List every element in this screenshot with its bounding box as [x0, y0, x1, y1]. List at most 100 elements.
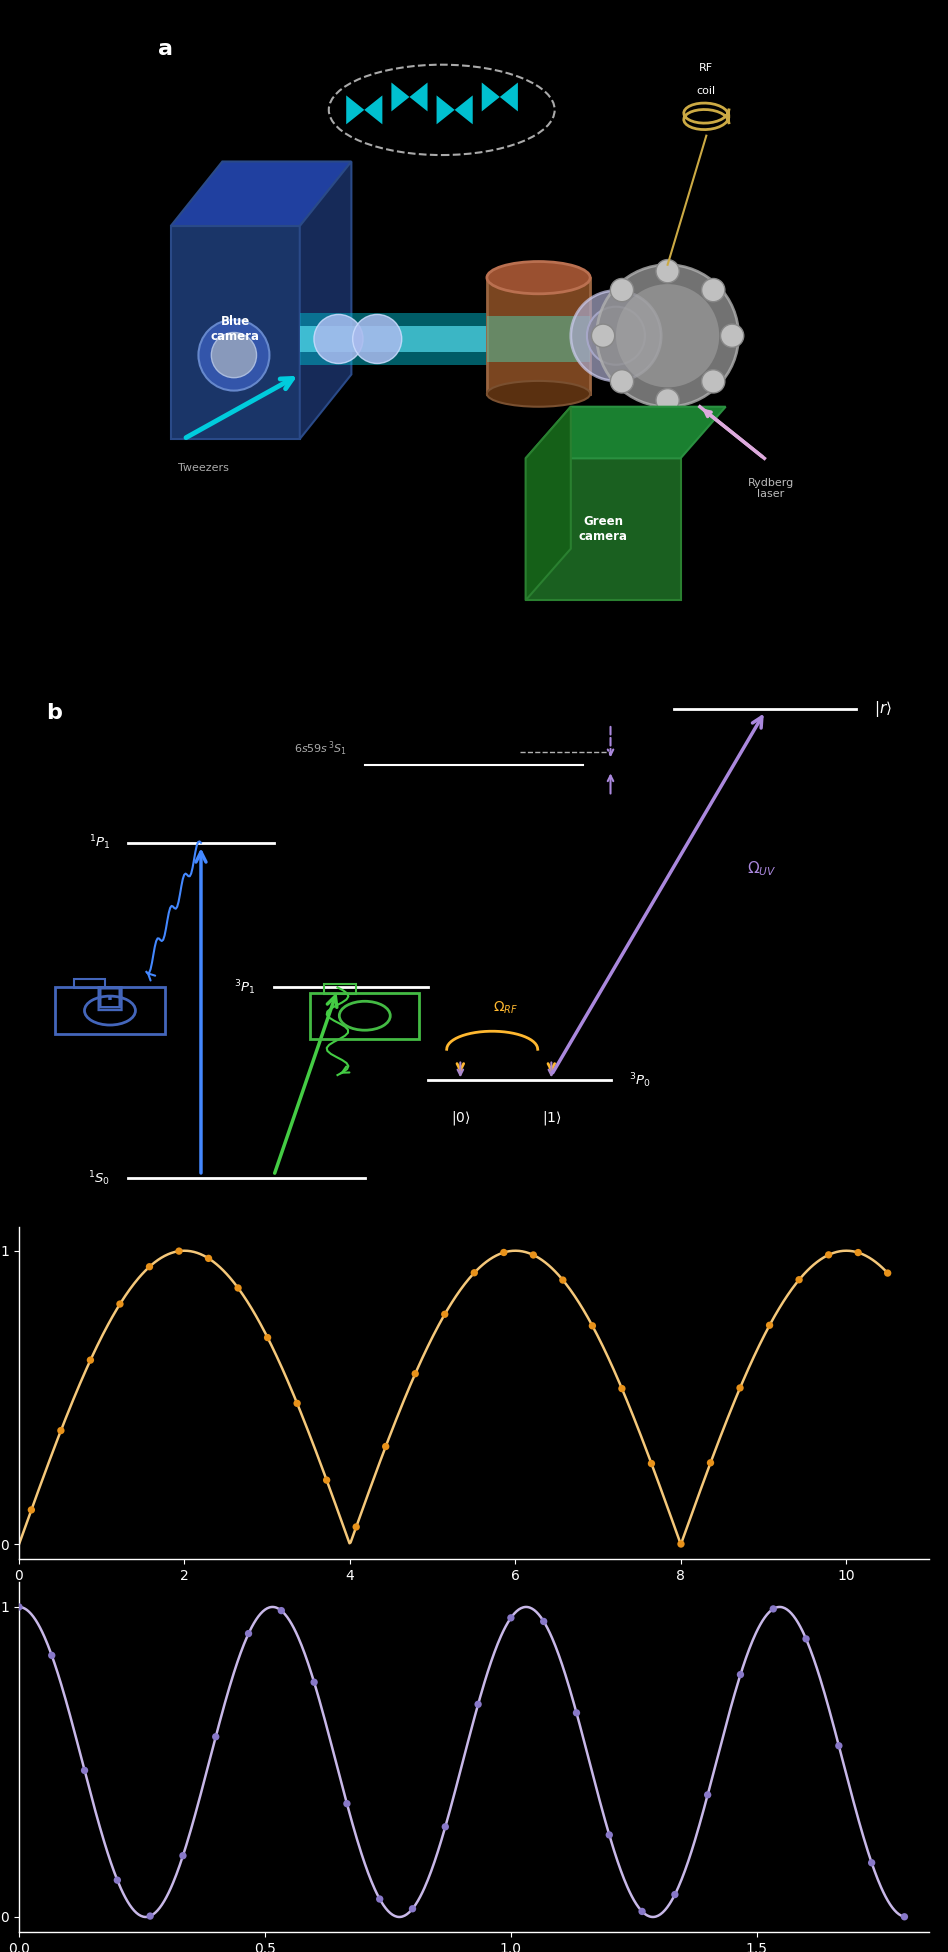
Circle shape: [211, 332, 257, 377]
Point: [349, 1511, 364, 1542]
Text: $6s59s\,^3S_1$: $6s59s\,^3S_1$: [294, 740, 347, 757]
Polygon shape: [487, 316, 591, 361]
Point: [466, 1257, 482, 1288]
Circle shape: [198, 320, 269, 390]
Polygon shape: [482, 82, 500, 111]
Text: $|0\rangle$: $|0\rangle$: [450, 1109, 470, 1126]
Text: $\Omega_{UV}$: $\Omega_{UV}$: [747, 859, 776, 878]
Point: [110, 1864, 125, 1895]
Point: [339, 1788, 355, 1819]
Point: [142, 1251, 157, 1282]
Point: [53, 1415, 68, 1446]
Point: [289, 1388, 304, 1419]
Point: [319, 1464, 335, 1495]
Circle shape: [611, 279, 633, 303]
Circle shape: [353, 314, 402, 363]
Point: [864, 1847, 879, 1878]
Text: $^3P_1$: $^3P_1$: [234, 978, 256, 997]
Polygon shape: [171, 162, 352, 226]
Polygon shape: [525, 459, 681, 601]
Text: $\Omega_{RF}$: $\Omega_{RF}$: [493, 999, 519, 1015]
Point: [408, 1359, 423, 1390]
Point: [11, 1591, 27, 1622]
Point: [702, 1446, 718, 1478]
Point: [230, 1273, 246, 1304]
Point: [798, 1624, 813, 1655]
Bar: [74, 980, 105, 988]
Point: [113, 1288, 128, 1320]
Point: [405, 1893, 420, 1925]
Circle shape: [656, 260, 679, 283]
Circle shape: [656, 388, 679, 412]
Point: [585, 1310, 600, 1341]
Point: [470, 1688, 485, 1720]
Point: [700, 1778, 715, 1810]
Text: $|r\rangle$: $|r\rangle$: [874, 699, 892, 718]
Point: [634, 1895, 649, 1927]
Point: [733, 1372, 748, 1403]
Point: [526, 1240, 541, 1271]
Circle shape: [611, 369, 633, 392]
Point: [667, 1880, 683, 1911]
Polygon shape: [171, 226, 300, 439]
Point: [24, 1495, 39, 1526]
Polygon shape: [525, 406, 725, 459]
Text: ◻: ◻: [94, 978, 126, 1017]
Polygon shape: [525, 406, 571, 601]
Point: [437, 1298, 452, 1329]
Polygon shape: [410, 82, 428, 111]
Point: [496, 1238, 511, 1269]
Point: [142, 1901, 157, 1932]
Point: [831, 1729, 847, 1761]
Circle shape: [702, 369, 725, 392]
Polygon shape: [437, 96, 455, 125]
Point: [673, 1528, 688, 1560]
Text: $^3P_0$: $^3P_0$: [629, 1072, 650, 1089]
Circle shape: [616, 285, 720, 386]
Text: $^1P_1$: $^1P_1$: [88, 834, 110, 853]
Text: RF: RF: [700, 62, 714, 72]
Point: [378, 1431, 393, 1462]
Circle shape: [592, 324, 614, 347]
Text: coil: coil: [697, 86, 716, 96]
Point: [897, 1901, 912, 1932]
Point: [172, 1236, 187, 1267]
Ellipse shape: [487, 381, 591, 406]
Point: [614, 1372, 629, 1403]
Polygon shape: [487, 277, 591, 394]
Point: [274, 1595, 289, 1626]
Polygon shape: [364, 96, 382, 125]
Text: Tweezers: Tweezers: [177, 463, 228, 472]
Point: [569, 1696, 584, 1728]
Circle shape: [587, 306, 645, 365]
Point: [373, 1884, 388, 1915]
Point: [556, 1265, 571, 1296]
Point: [503, 1603, 519, 1634]
Point: [201, 1243, 216, 1275]
Circle shape: [596, 265, 738, 406]
Polygon shape: [455, 96, 473, 125]
Point: [241, 1618, 256, 1649]
Point: [850, 1238, 866, 1269]
Point: [602, 1819, 617, 1850]
Point: [762, 1310, 777, 1341]
Text: a: a: [157, 39, 173, 59]
Bar: [310, 992, 419, 1038]
Circle shape: [571, 291, 661, 381]
Point: [175, 1841, 191, 1872]
Circle shape: [702, 279, 725, 303]
Text: Green
camera: Green camera: [578, 515, 628, 543]
Point: [306, 1667, 321, 1698]
Point: [438, 1811, 453, 1843]
Point: [260, 1322, 275, 1353]
Point: [733, 1659, 748, 1690]
Point: [45, 1640, 60, 1671]
X-axis label: $T_{RF}$ (ms): $T_{RF}$ (ms): [443, 1589, 505, 1606]
Point: [766, 1593, 781, 1624]
Bar: [324, 984, 356, 994]
Text: $|1\rangle$: $|1\rangle$: [541, 1109, 561, 1126]
Polygon shape: [300, 162, 352, 439]
Point: [82, 1345, 98, 1376]
Polygon shape: [300, 312, 538, 365]
Polygon shape: [300, 326, 538, 351]
